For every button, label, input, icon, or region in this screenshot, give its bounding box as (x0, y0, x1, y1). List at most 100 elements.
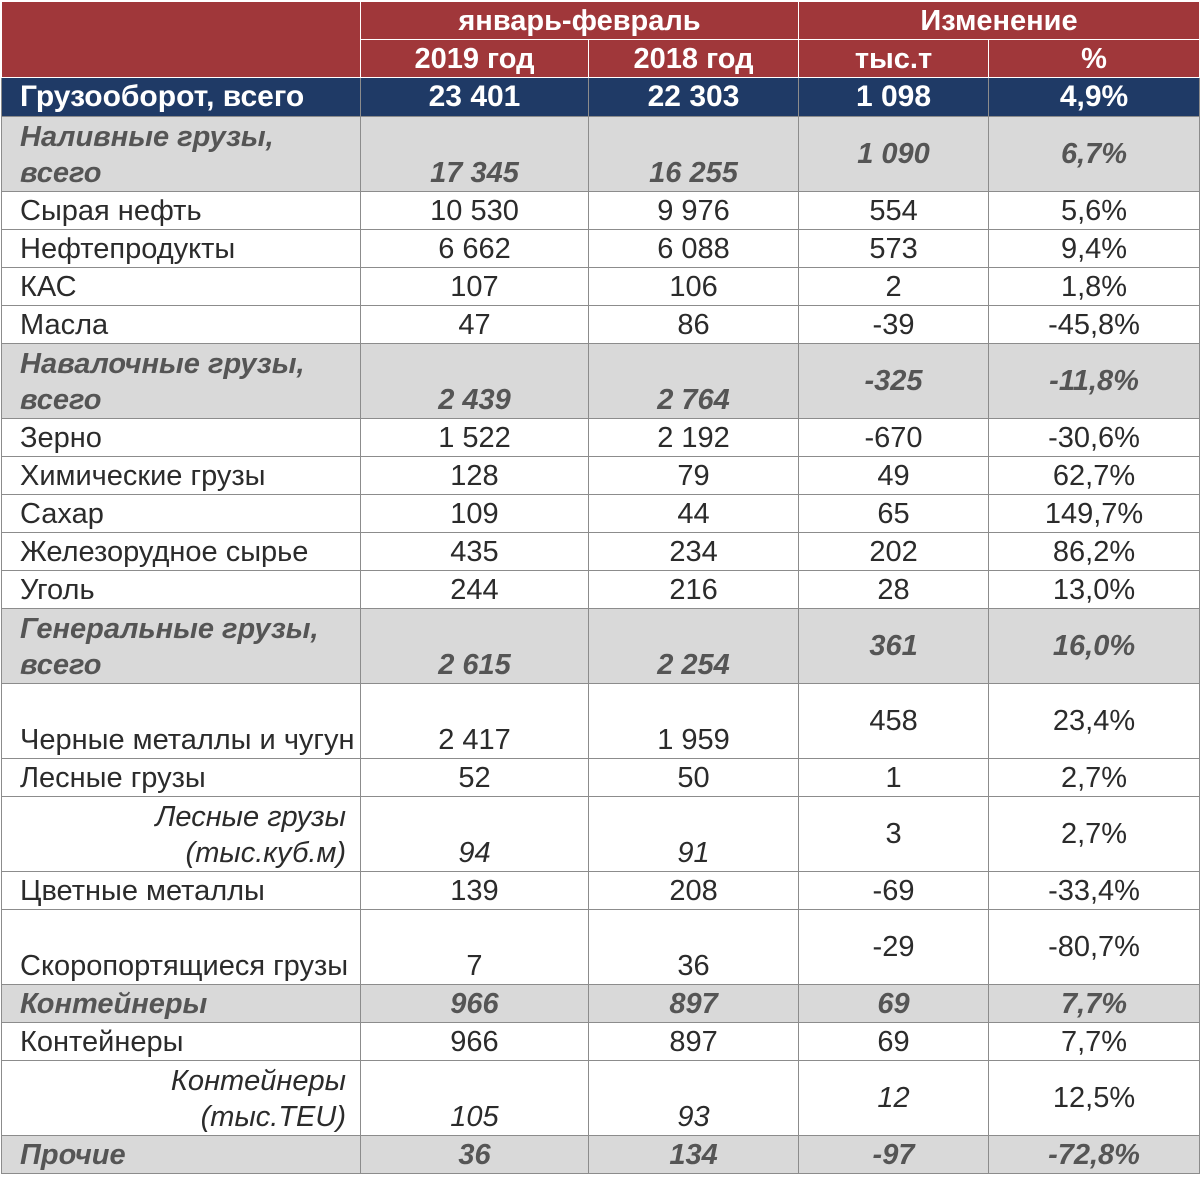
row-value-2019: 6 662 (360, 229, 589, 268)
row-value-2018: 36 (587, 909, 800, 985)
row-value-2019: 139 (360, 871, 589, 910)
row-label: Зерно (1, 418, 361, 457)
row-change-pct: 9,4% (988, 229, 1200, 268)
header-row-1: январь-февраль Изменение (1, 1, 1200, 78)
table-row: Нефтепродукты 6 662 6 088 573 9,4% (1, 229, 1200, 268)
row-change-pct: 149,7% (988, 494, 1200, 533)
row-label: Прочие (1, 1135, 361, 1174)
row-label: Цветные металлы (1, 871, 361, 910)
row-value-2018: 86 (587, 305, 800, 344)
row-change-pct: 86,2% (988, 532, 1200, 571)
row-value-2018: 134 (587, 1135, 800, 1174)
row-change-pct: -11,8% (988, 343, 1200, 419)
row-value-2018: 2 192 (587, 418, 800, 457)
table-body: Наливные грузы, всего 17 345 16 255 1 090 6,… (1, 116, 1200, 1174)
row-label: Лесные грузы (тыс.куб.м) (1, 796, 361, 872)
row-value-2019: 7 (360, 909, 589, 985)
header-unit-pct: % (988, 39, 1200, 78)
row-change-pct: 2,7% (988, 758, 1200, 797)
table-row: Прочие 36 134 -97 -72,8% (1, 1135, 1200, 1174)
header-unit-abs: тыс.т (798, 39, 990, 78)
row-change-pct: 7,7% (988, 1022, 1200, 1061)
row-label: Масла (1, 305, 361, 344)
row-value-2019: 2 417 (360, 683, 589, 759)
table-row: КАС 107 106 2 1,8% (1, 267, 1200, 306)
row-value-2019: 966 (360, 1022, 589, 1061)
row-value-2018: 2 254 (587, 608, 800, 684)
table-row: Масла 47 86 -39 -45,8% (1, 305, 1200, 344)
row-label: Сахар (1, 494, 361, 533)
row-change-abs: 3 (798, 796, 990, 872)
row-label: Химические грузы (1, 456, 361, 495)
row-change-pct: 6,7% (988, 116, 1200, 192)
row-value-2019: 107 (360, 267, 589, 306)
row-change-pct: 12,5% (988, 1060, 1200, 1136)
row-label: Нефтепродукты (1, 229, 361, 268)
header-period: январь-февраль (359, 1, 800, 40)
row-change-abs: 202 (798, 532, 990, 571)
row-change-pct: 23,4% (988, 683, 1200, 759)
row-value-2019: 10 530 (360, 191, 589, 230)
row-value-2019: 435 (360, 532, 589, 571)
row-change-abs: 12 (798, 1060, 990, 1136)
row-value-2019: 47 (360, 305, 589, 344)
row-change-abs: -97 (798, 1135, 990, 1174)
table-row: Навалочные грузы, всего 2 439 2 764 -325 -11… (1, 343, 1200, 419)
row-value-2019: 1 522 (360, 418, 589, 457)
table-row: Зерно 1 522 2 192 -670 -30,6% (1, 418, 1200, 457)
row-label: Лесные грузы (1, 758, 361, 797)
table-row: Черные металлы и чугун 2 417 1 959 458 23,4% (1, 683, 1200, 759)
row-value-2019: 109 (360, 494, 589, 533)
row-label: Наливные грузы, всего (1, 116, 361, 192)
row-value-2018: 234 (587, 532, 800, 571)
row-value-2019: 17 345 (360, 116, 589, 192)
row-change-pct: -30,6% (988, 418, 1200, 457)
row-value-2018: 50 (587, 758, 800, 797)
table-row: Лесные грузы 52 50 1 2,7% (1, 758, 1200, 797)
row-change-pct: -80,7% (988, 909, 1200, 985)
row-value-2019: 2 439 (360, 343, 589, 419)
row-value-2018: 208 (587, 871, 800, 910)
table-row: Генеральные грузы, всего 2 615 2 254 361 16,… (1, 608, 1200, 684)
table-row: Железорудное сырье 435 234 202 86,2% (1, 532, 1200, 571)
header-change: Изменение (798, 1, 1200, 40)
table-row: Химические грузы 128 79 49 62,7% (1, 456, 1200, 495)
header-blank-cell (1, 1, 361, 78)
table-row: Контейнеры 966 897 69 7,7% (1, 984, 1200, 1023)
header-year-2018: 2018 год (587, 39, 800, 78)
table-row: Сахар 109 44 65 149,7% (1, 494, 1200, 533)
row-change-abs: -29 (798, 909, 990, 985)
row-change-abs: 573 (798, 229, 990, 268)
row-value-2019: 128 (360, 456, 589, 495)
table-row: Контейнеры (тыс.TEU) 105 93 12 12,5% (1, 1060, 1200, 1136)
row-label: Контейнеры (1, 984, 361, 1023)
row-value-2019: 105 (360, 1060, 589, 1136)
row-change-abs: 1 090 (798, 116, 990, 192)
row-change-pct: -45,8% (988, 305, 1200, 344)
row-change-abs: 458 (798, 683, 990, 759)
row-change-abs: -69 (798, 871, 990, 910)
row-change-abs: 69 (798, 984, 990, 1023)
row-change-abs: 49 (798, 456, 990, 495)
row-change-pct: 16,0% (988, 608, 1200, 684)
row-change-abs: -39 (798, 305, 990, 344)
row-value-2018: 897 (587, 984, 800, 1023)
row-value-2018: 1 959 (587, 683, 800, 759)
row-value-2018: 93 (587, 1060, 800, 1136)
row-change-pct: 13,0% (988, 570, 1200, 609)
table-row: Скоропортящиеся грузы 7 36 -29 -80,7% (1, 909, 1200, 985)
total-2018: 22 303 (587, 77, 800, 117)
row-value-2019: 966 (360, 984, 589, 1023)
total-2019: 23 401 (360, 77, 589, 117)
row-value-2018: 216 (587, 570, 800, 609)
row-change-abs: 28 (798, 570, 990, 609)
row-value-2019: 2 615 (360, 608, 589, 684)
row-change-pct: -33,4% (988, 871, 1200, 910)
row-value-2018: 2 764 (587, 343, 800, 419)
row-value-2018: 16 255 (587, 116, 800, 192)
row-change-abs: 65 (798, 494, 990, 533)
row-change-abs: 69 (798, 1022, 990, 1061)
row-change-pct: -72,8% (988, 1135, 1200, 1174)
table-row: Лесные грузы (тыс.куб.м) 94 91 3 2,7% (1, 796, 1200, 872)
row-value-2019: 36 (360, 1135, 589, 1174)
